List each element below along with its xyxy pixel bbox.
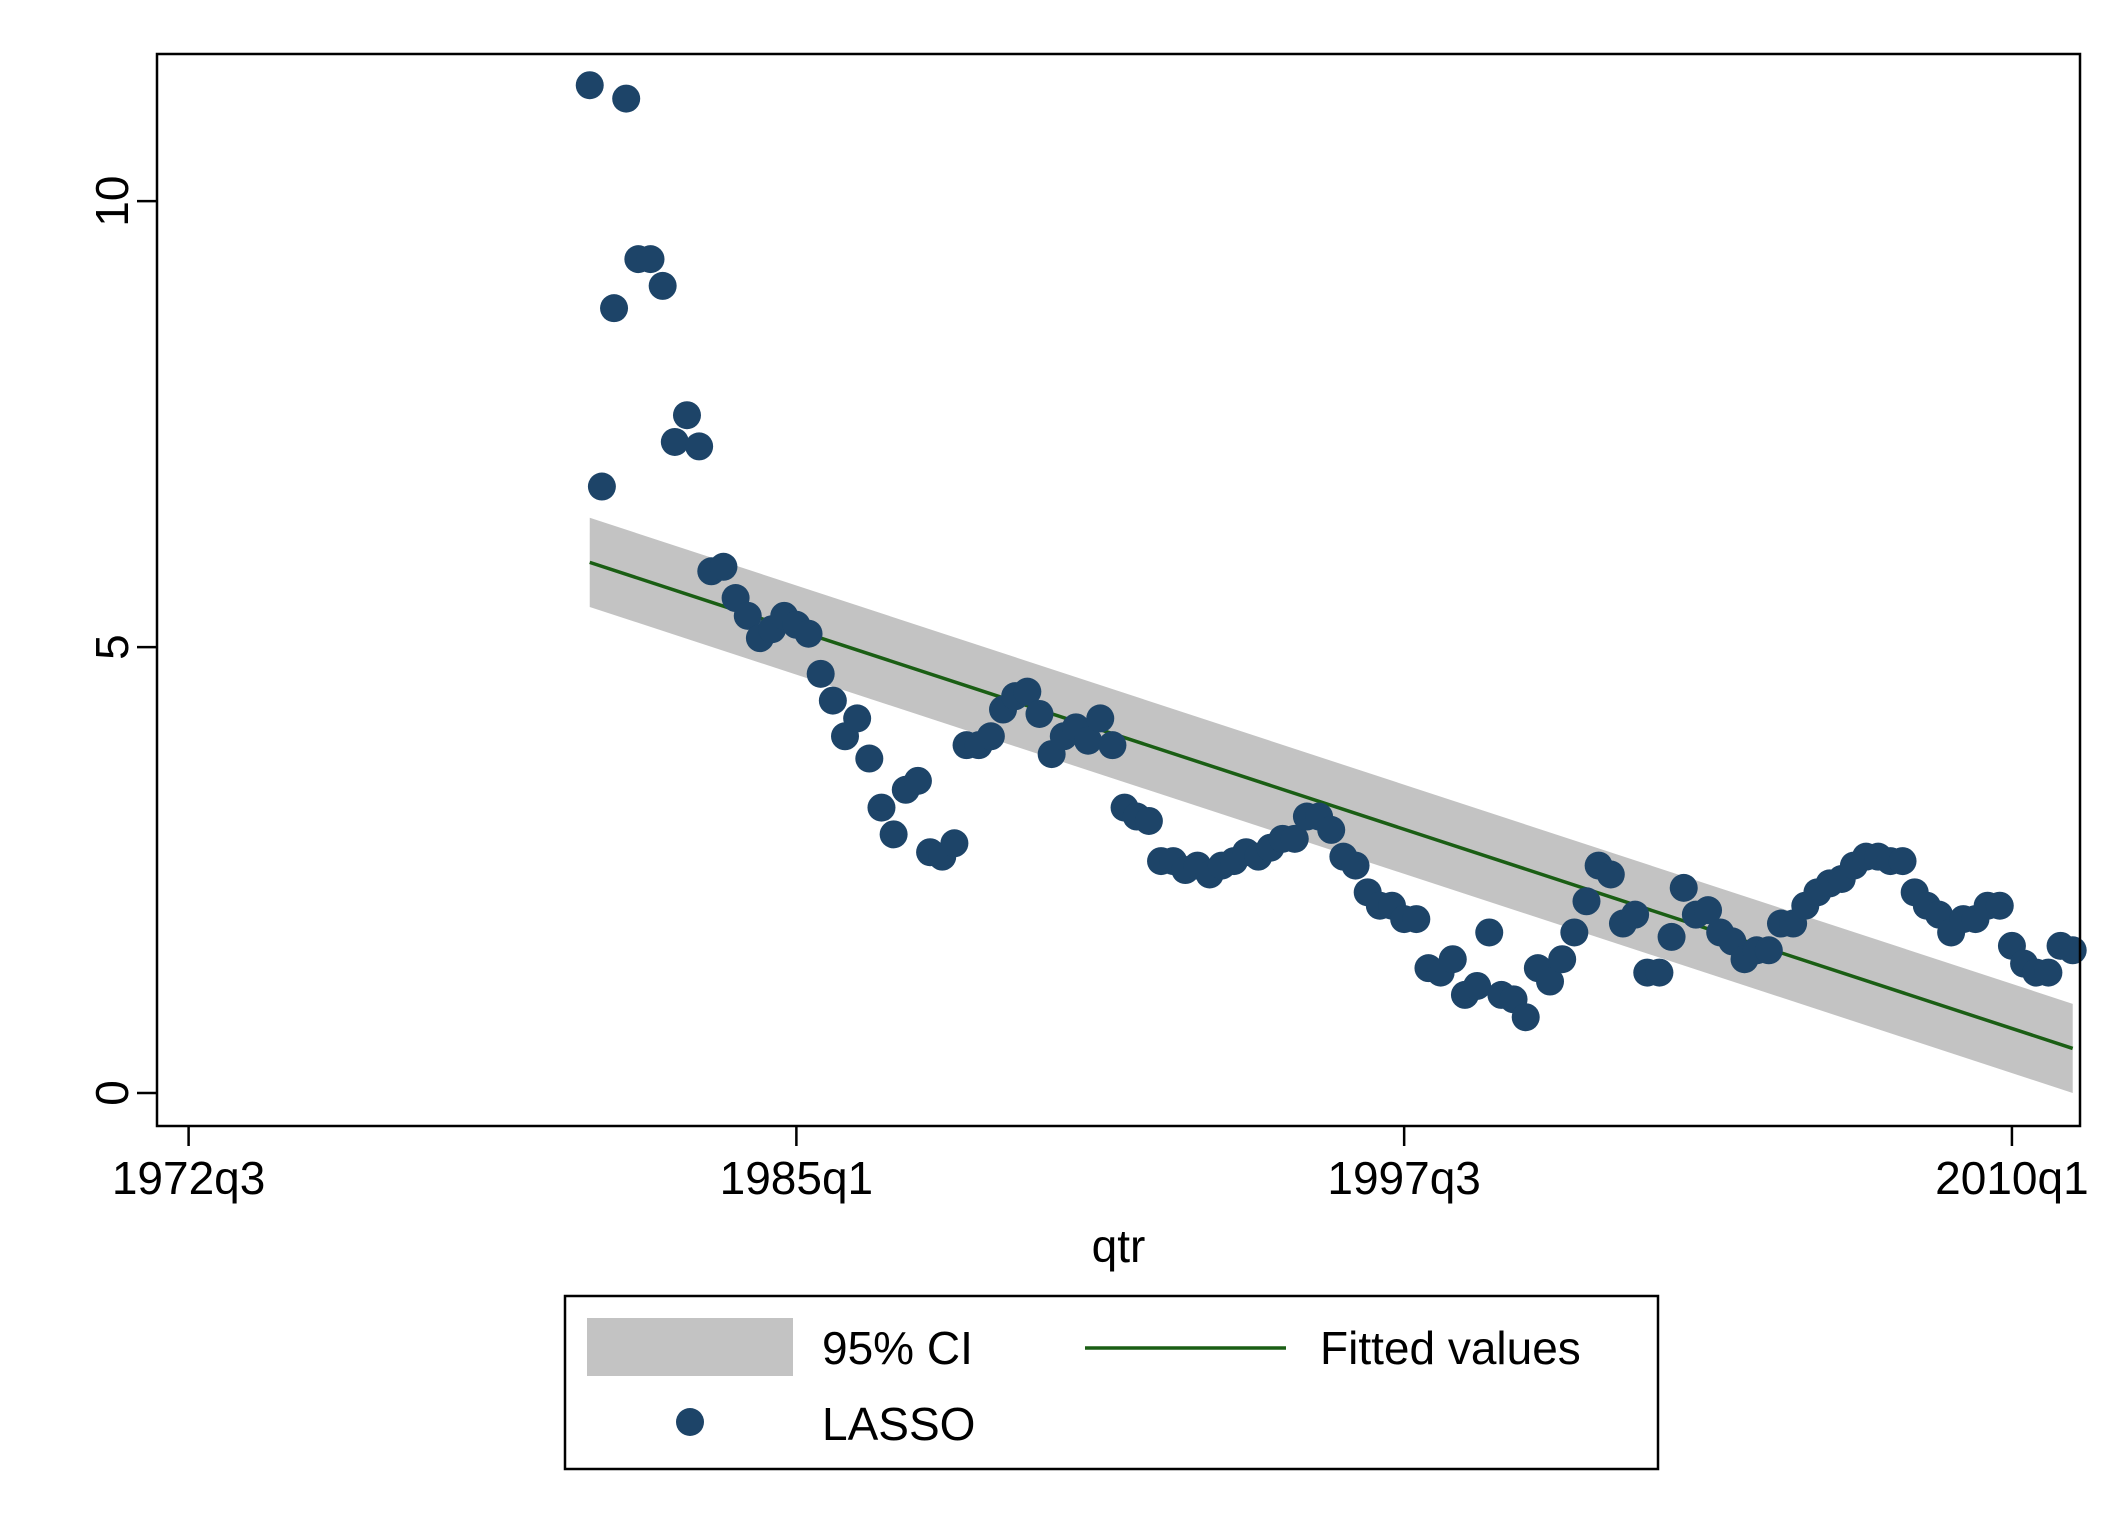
lasso-point: [1669, 873, 1698, 902]
lasso-point: [672, 401, 701, 430]
y-tick-label: 5: [86, 634, 138, 660]
lasso-point: [1645, 958, 1674, 987]
lasso-point: [1025, 699, 1054, 728]
lasso-point: [1657, 922, 1686, 951]
y-tick-label: 0: [86, 1080, 138, 1106]
axes: 1972q3 1985q1 1997q3 2010q1 0 5 10 qtr: [86, 52, 2089, 1272]
lasso-point: [1341, 851, 1370, 880]
lasso-point: [2034, 958, 2063, 987]
lasso-point: [1548, 945, 1577, 974]
legend: 95% CI Fitted values LASSO: [563, 1294, 1660, 1471]
lasso-point: [1536, 967, 1565, 996]
lasso-point: [1560, 918, 1589, 947]
legend-fit-label: Fitted values: [1320, 1322, 1581, 1374]
y-tick-label: 10: [86, 176, 138, 227]
lasso-point: [1511, 1003, 1540, 1032]
lasso-point: [1134, 806, 1163, 835]
lasso-point: [2058, 936, 2087, 965]
lasso-point: [1280, 824, 1309, 853]
x-tick-label: 1985q1: [720, 1152, 874, 1204]
lasso-point: [1013, 677, 1042, 706]
x-axis-title: qtr: [1092, 1220, 1146, 1272]
lasso-point: [1438, 945, 1467, 974]
lasso-point: [903, 766, 932, 795]
lasso-point: [879, 820, 908, 849]
legend-ci-swatch: [587, 1318, 793, 1376]
x-tick-label: 2010q1: [1935, 1152, 2089, 1204]
lasso-point: [709, 552, 738, 581]
plot-frame: [155, 52, 2082, 1128]
lasso-point: [1985, 891, 2014, 920]
legend-lasso-marker: [676, 1408, 704, 1436]
lasso-point: [733, 601, 762, 630]
lasso-point: [1694, 896, 1723, 925]
lasso-point: [660, 427, 689, 456]
x-tick-label: 1997q3: [1327, 1152, 1481, 1204]
lasso-point: [867, 793, 896, 822]
lasso-point: [1754, 936, 1783, 965]
lasso-point: [818, 686, 847, 715]
lasso-point: [1888, 847, 1917, 876]
lasso-point: [1475, 918, 1504, 947]
lasso-point: [600, 294, 629, 323]
lasso-point: [794, 619, 823, 648]
lasso-point: [1086, 704, 1115, 733]
lasso-point: [648, 271, 677, 300]
lasso-point: [843, 704, 872, 733]
lasso-point: [976, 722, 1005, 751]
lasso-point: [685, 432, 714, 461]
lasso-point: [855, 744, 884, 773]
lasso-point: [636, 245, 665, 274]
lasso-point: [612, 84, 641, 113]
lasso-point: [940, 829, 969, 858]
lasso-point: [1596, 860, 1625, 889]
lasso-point: [806, 659, 835, 688]
lasso-point: [587, 472, 616, 501]
lasso-point: [1402, 905, 1431, 934]
x-tick-label: 1972q3: [112, 1152, 266, 1204]
lasso-point: [1074, 726, 1103, 755]
fitted-values-line: [589, 560, 2074, 1051]
lasso-point: [1621, 900, 1650, 929]
legend-lasso-label: LASSO: [822, 1398, 975, 1450]
plot-area: [575, 71, 2087, 1094]
lasso-point: [1098, 731, 1127, 760]
lasso-point: [1317, 815, 1346, 844]
lasso-point: [575, 71, 604, 100]
legend-ci-label: 95% CI: [822, 1322, 973, 1374]
lasso-point: [1572, 887, 1601, 916]
lasso-point: [1463, 971, 1492, 1000]
